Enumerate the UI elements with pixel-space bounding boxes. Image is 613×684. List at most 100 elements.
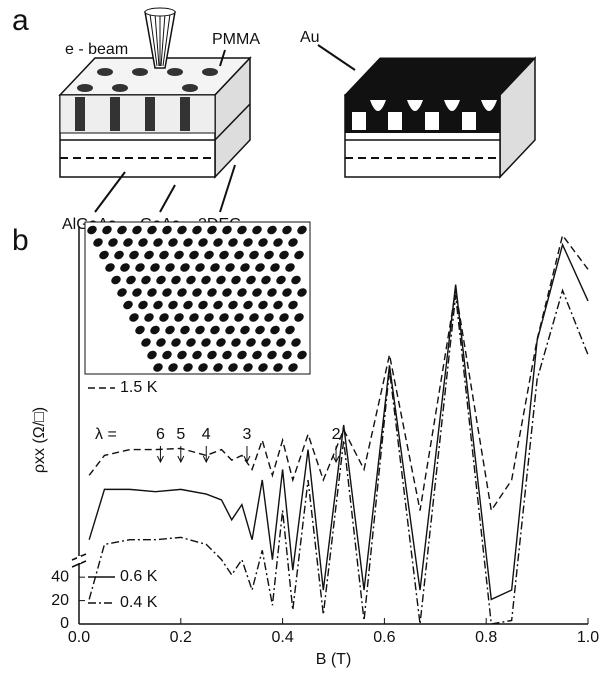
dot [216, 275, 226, 285]
dot [177, 350, 187, 360]
dot [144, 313, 154, 322]
dot [144, 250, 154, 260]
dot [156, 338, 166, 347]
dot [111, 275, 121, 285]
dot [192, 225, 202, 235]
dot [135, 263, 145, 272]
dot [105, 263, 115, 272]
dot [276, 275, 286, 285]
dot [297, 350, 307, 360]
dot [132, 288, 142, 297]
dot [117, 225, 127, 235]
dot [222, 288, 232, 297]
annotation: 2 [332, 426, 341, 443]
dot [117, 288, 127, 297]
dot [195, 263, 205, 272]
dot [270, 263, 280, 272]
dot [273, 238, 283, 247]
dot [267, 225, 277, 235]
x-tick-label: 0.0 [68, 629, 90, 646]
dot [213, 300, 223, 310]
dot [228, 238, 238, 247]
dot [174, 313, 184, 322]
dot [288, 238, 298, 247]
dot [249, 250, 259, 260]
dot [228, 300, 238, 310]
dot [123, 300, 133, 310]
dot [240, 325, 250, 335]
dot [153, 238, 163, 247]
axis-break-gap [77, 556, 81, 563]
dot [189, 250, 199, 260]
legend-label: 0.6 K [120, 568, 158, 585]
x-axis-label: B (T) [316, 651, 352, 668]
dot [291, 275, 301, 285]
dot [180, 325, 190, 335]
dot [282, 225, 292, 235]
dot [228, 363, 238, 372]
label: PMMA [212, 31, 260, 48]
dot [201, 338, 211, 347]
dot [204, 313, 214, 322]
dot [102, 225, 112, 235]
dot [294, 313, 304, 322]
dot [255, 263, 265, 272]
dot [207, 225, 217, 235]
annotation-arrow [243, 446, 251, 464]
x-tick-label: 0.8 [475, 629, 497, 646]
dot [243, 238, 253, 247]
annotation: 5 [176, 426, 185, 443]
dot [210, 263, 220, 272]
dot [258, 238, 268, 247]
dot [267, 350, 277, 360]
dot [141, 275, 151, 285]
annotation: λ = [95, 426, 117, 443]
dot [252, 350, 262, 360]
dot [219, 250, 229, 260]
dot [234, 313, 244, 322]
dot [156, 275, 166, 285]
dot [168, 238, 178, 247]
dot [273, 363, 283, 372]
dot [153, 300, 163, 310]
annotation: 4 [202, 426, 211, 443]
dot [291, 338, 301, 347]
dot [93, 238, 103, 247]
dot [114, 250, 124, 260]
dot [186, 338, 196, 347]
dot [204, 250, 214, 260]
dot [243, 300, 253, 310]
dot [129, 313, 139, 322]
dot [240, 263, 250, 272]
panel-label: a [12, 4, 29, 37]
dot [285, 263, 295, 272]
label: Au [300, 29, 320, 46]
dot [279, 313, 289, 322]
dot [207, 288, 217, 297]
annotation-arrow [332, 446, 340, 464]
dot [201, 275, 211, 285]
dot [237, 225, 247, 235]
dot [183, 300, 193, 310]
x-tick-label: 0.4 [271, 629, 293, 646]
dot [162, 350, 172, 360]
dot [261, 275, 271, 285]
dot [120, 263, 130, 272]
dot [192, 350, 202, 360]
dot [264, 250, 274, 260]
dot [246, 275, 256, 285]
dot [135, 325, 145, 335]
dot [141, 338, 151, 347]
dot [261, 338, 271, 347]
label: e - beam [65, 41, 128, 58]
dot [255, 325, 265, 335]
dot [258, 300, 268, 310]
dot [165, 325, 175, 335]
panel-label: b [12, 224, 29, 257]
annotation-arrow [156, 446, 164, 464]
dot [258, 363, 268, 372]
dot [246, 338, 256, 347]
dot [138, 300, 148, 310]
dot [288, 363, 298, 372]
